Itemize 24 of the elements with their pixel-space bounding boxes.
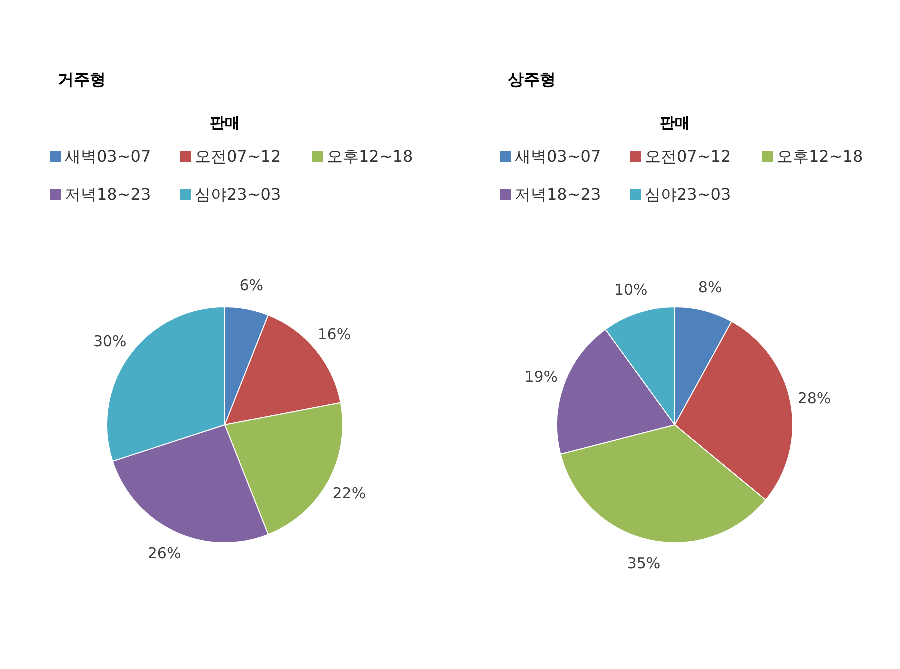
legend-label: 저녁18~23 (515, 185, 602, 204)
data-label: 10% (614, 280, 648, 299)
legend-label: 새벽03~07 (65, 147, 152, 166)
data-label: 28% (798, 389, 832, 408)
data-label: 35% (627, 554, 661, 573)
data-label: 8% (698, 278, 722, 296)
legend-label: 오후12~18 (777, 147, 864, 166)
legend-label: 저녁18~23 (65, 185, 152, 204)
data-label: 19% (524, 368, 558, 386)
legend-label: 오전07~12 (645, 147, 732, 166)
legend-label: 새벽03~07 (515, 147, 602, 166)
legend-label: 심야23~03 (195, 185, 282, 204)
legend-label: 오전07~12 (195, 147, 282, 166)
data-label: 6% (240, 276, 264, 295)
data-label: 26% (148, 544, 182, 562)
legend-title: 판매 (660, 114, 690, 132)
chart-title: 거주형 (58, 70, 106, 89)
legend-title: 판매 (210, 114, 240, 132)
data-label: 22% (332, 484, 366, 502)
data-label: 16% (318, 325, 352, 344)
data-label: 30% (93, 332, 127, 351)
legend-label: 심야23~03 (645, 185, 732, 204)
legend-label: 오후12~18 (327, 147, 414, 166)
chart-title: 상주형 (508, 70, 556, 89)
